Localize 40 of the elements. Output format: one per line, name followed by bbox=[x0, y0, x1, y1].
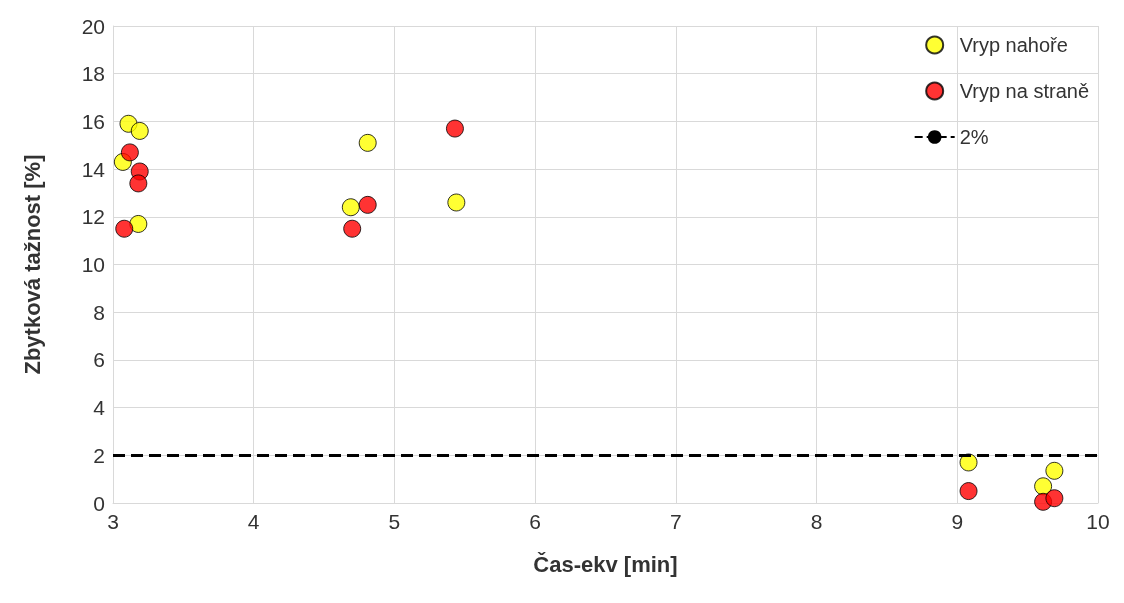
x-tick-label: 8 bbox=[810, 510, 823, 533]
point bbox=[129, 174, 148, 193]
point bbox=[343, 219, 362, 238]
x-tick-label: 9 bbox=[951, 510, 964, 533]
y-tick-label: 8 bbox=[93, 300, 105, 324]
legend-label: 2% bbox=[959, 126, 989, 148]
point bbox=[120, 143, 139, 162]
y-tick-label: 20 bbox=[81, 14, 105, 38]
point bbox=[129, 214, 148, 233]
point bbox=[358, 133, 377, 152]
point bbox=[341, 198, 360, 217]
y-tick-label: 16 bbox=[81, 109, 105, 133]
legend-label: Vryp nahoře bbox=[959, 34, 1068, 56]
point bbox=[1034, 477, 1053, 496]
point bbox=[959, 453, 978, 472]
x-tick-label: 7 bbox=[670, 510, 682, 533]
x-tick-label: 10 bbox=[1086, 510, 1110, 533]
y-axis-title: Zbytková tažnost [%] bbox=[19, 154, 45, 375]
point bbox=[1045, 461, 1064, 480]
x-tick-label: 5 bbox=[388, 510, 401, 533]
x-tick-label: 3 bbox=[107, 510, 119, 533]
y-tick-label: 18 bbox=[81, 62, 105, 86]
y-tick-label: 2 bbox=[93, 443, 105, 467]
point bbox=[959, 482, 978, 501]
point bbox=[447, 193, 466, 212]
point bbox=[358, 195, 377, 214]
x-tick-label: 4 bbox=[247, 510, 260, 533]
legend-label: Vryp na straně bbox=[959, 80, 1089, 102]
point bbox=[1045, 489, 1064, 508]
y-tick-label: 4 bbox=[93, 396, 106, 420]
point bbox=[445, 119, 464, 138]
y-tick-label: 10 bbox=[81, 253, 105, 276]
x-axis-title: Čas-ekv [min] bbox=[533, 551, 678, 577]
y-tick-label: 6 bbox=[93, 348, 105, 372]
point bbox=[115, 219, 134, 238]
y-tick-label: 14 bbox=[81, 157, 106, 181]
point bbox=[130, 121, 149, 140]
y-tick-label: 12 bbox=[81, 205, 105, 229]
x-tick-label: 6 bbox=[529, 510, 541, 533]
y-tick-label: 0 bbox=[93, 491, 105, 515]
